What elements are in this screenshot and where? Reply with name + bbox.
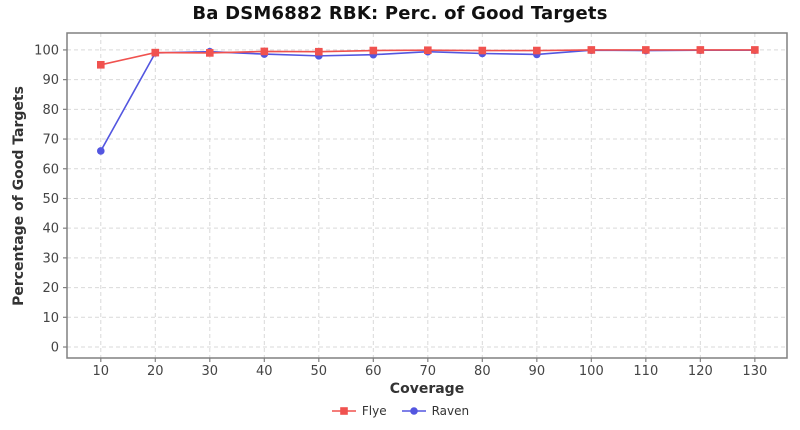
marker-flye-x40 bbox=[260, 47, 269, 56]
y-tick-label-60: 60 bbox=[42, 162, 59, 177]
legend-item-raven: Raven bbox=[401, 404, 470, 418]
plot-border bbox=[66, 32, 788, 359]
y-tick-label-80: 80 bbox=[42, 103, 59, 118]
gridlines bbox=[67, 33, 787, 358]
x-tick-label-30: 30 bbox=[202, 364, 219, 379]
x-tick-label-20: 20 bbox=[147, 364, 164, 379]
series-line-raven bbox=[100, 49, 755, 152]
marker-flye-x130 bbox=[751, 46, 759, 54]
y-tick-label-30: 30 bbox=[42, 251, 59, 266]
marker-flye-x60 bbox=[369, 46, 378, 55]
marker-flye-x70 bbox=[424, 46, 432, 55]
marker-flye-x10 bbox=[96, 60, 105, 69]
x-tick-label-100: 100 bbox=[579, 364, 604, 379]
tick-labels: 10 20 30 40 50 60 70 80 90 100 110 120 130 0 10 20 30 40 5… bbox=[34, 43, 767, 379]
x-axis-label: Coverage bbox=[389, 381, 465, 397]
marker-flye-x50 bbox=[315, 47, 323, 56]
legend: Flye Raven bbox=[0, 404, 800, 418]
marker-flye-x110 bbox=[642, 46, 650, 54]
x-tick-label-90: 90 bbox=[529, 364, 546, 379]
x-tick-label-120: 120 bbox=[688, 364, 713, 379]
marker-flye-x120 bbox=[696, 46, 705, 54]
marker-raven-x10 bbox=[96, 147, 105, 155]
y-tick-label-10: 10 bbox=[42, 311, 59, 326]
legend-marker-raven-circle-icon bbox=[401, 407, 426, 415]
y-tick-label-40: 40 bbox=[42, 222, 59, 237]
y-tick-label-90: 90 bbox=[42, 73, 59, 88]
legend-label-flye: Flye bbox=[361, 404, 387, 418]
x-tick-label-110: 110 bbox=[633, 364, 658, 379]
marker-flye-x30 bbox=[206, 49, 214, 57]
y-tick-label-20: 20 bbox=[42, 281, 59, 296]
x-tick-label-10: 10 bbox=[93, 364, 110, 379]
y-tick-label-70: 70 bbox=[42, 133, 59, 148]
chart-title: Ba DSM6882 RBK: Perc. of Good Targets bbox=[192, 3, 608, 24]
legend-label-raven: Raven bbox=[431, 404, 470, 418]
y-tick-label-0: 0 bbox=[51, 341, 59, 356]
series-flye bbox=[96, 46, 759, 69]
marker-flye-x80 bbox=[478, 46, 487, 55]
legend-marker-flye-square-icon bbox=[331, 407, 356, 415]
y-tick-label-100: 100 bbox=[34, 43, 59, 58]
x-tick-label-80: 80 bbox=[474, 364, 491, 379]
marker-flye-x20 bbox=[151, 48, 160, 57]
axis-ticks bbox=[63, 49, 756, 362]
x-tick-label-50: 50 bbox=[311, 364, 328, 379]
x-tick-label-130: 130 bbox=[742, 364, 767, 379]
y-tick-label-50: 50 bbox=[42, 192, 59, 207]
x-tick-label-70: 70 bbox=[420, 364, 437, 379]
x-tick-label-40: 40 bbox=[256, 364, 273, 379]
y-axis-label: Percentage of Good Targets bbox=[11, 86, 27, 306]
marker-flye-x100 bbox=[587, 46, 596, 54]
marker-flye-x90 bbox=[533, 46, 541, 55]
legend-item-flye: Flye bbox=[331, 404, 387, 418]
x-tick-label-60: 60 bbox=[365, 364, 382, 379]
